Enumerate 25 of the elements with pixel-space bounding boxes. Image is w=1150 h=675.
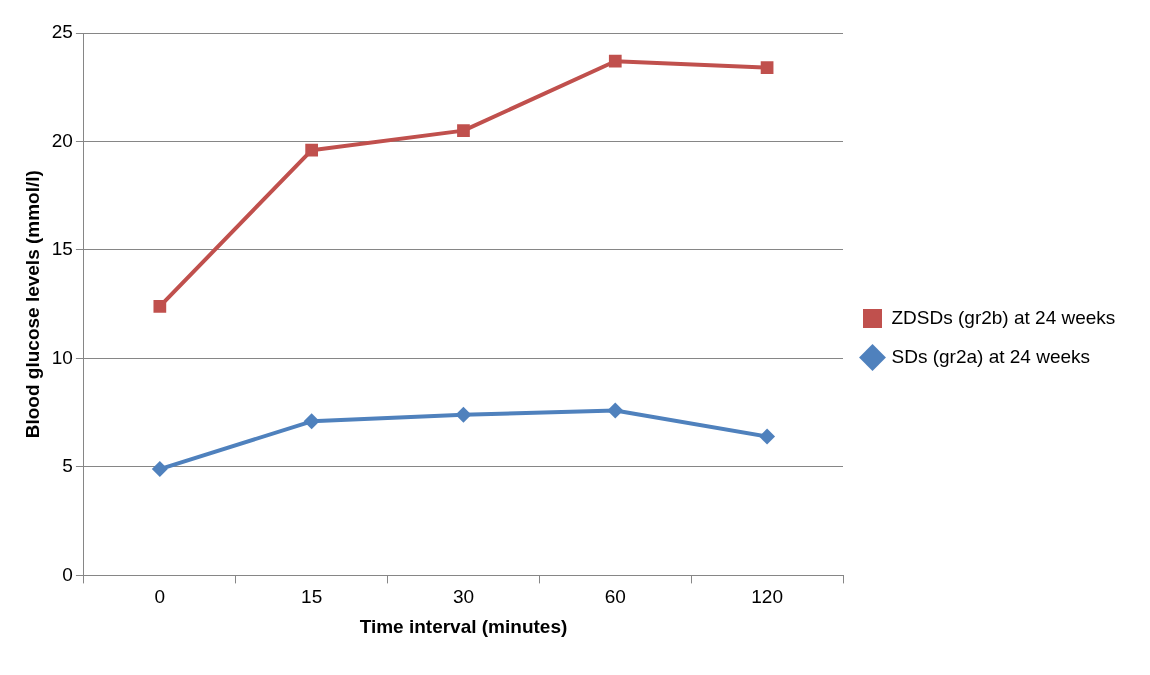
x-tick-label: 30 bbox=[452, 586, 475, 608]
point bbox=[457, 124, 470, 137]
x-tick-label: 120 bbox=[751, 586, 783, 608]
point bbox=[305, 143, 319, 157]
y-axis-title: Blood glucose levels (mmol/l) bbox=[21, 170, 43, 439]
point bbox=[607, 402, 624, 419]
y-tick-label: 10 bbox=[51, 346, 73, 368]
point bbox=[153, 300, 167, 313]
point bbox=[151, 461, 168, 478]
point bbox=[608, 54, 622, 68]
point bbox=[455, 406, 472, 423]
y-tick-label: 15 bbox=[51, 238, 73, 260]
x-tick-label: 15 bbox=[301, 586, 323, 608]
point bbox=[303, 413, 320, 430]
x-tick-label: 60 bbox=[604, 586, 626, 608]
y-tick-label: 0 bbox=[62, 563, 73, 585]
point bbox=[759, 428, 776, 445]
point bbox=[760, 61, 774, 75]
y-tick-label: 5 bbox=[62, 455, 73, 477]
legend-label: SDs (gr2a) at 24 weeks bbox=[891, 345, 1091, 367]
y-tick-label: 20 bbox=[51, 129, 73, 151]
y-tick-label: 25 bbox=[51, 21, 73, 43]
legend-label: ZDSDs (gr2b) at 24 weeks bbox=[891, 306, 1116, 328]
x-tick-label: 0 bbox=[154, 586, 166, 608]
x-axis-title: Time interval (minutes) bbox=[359, 615, 568, 637]
